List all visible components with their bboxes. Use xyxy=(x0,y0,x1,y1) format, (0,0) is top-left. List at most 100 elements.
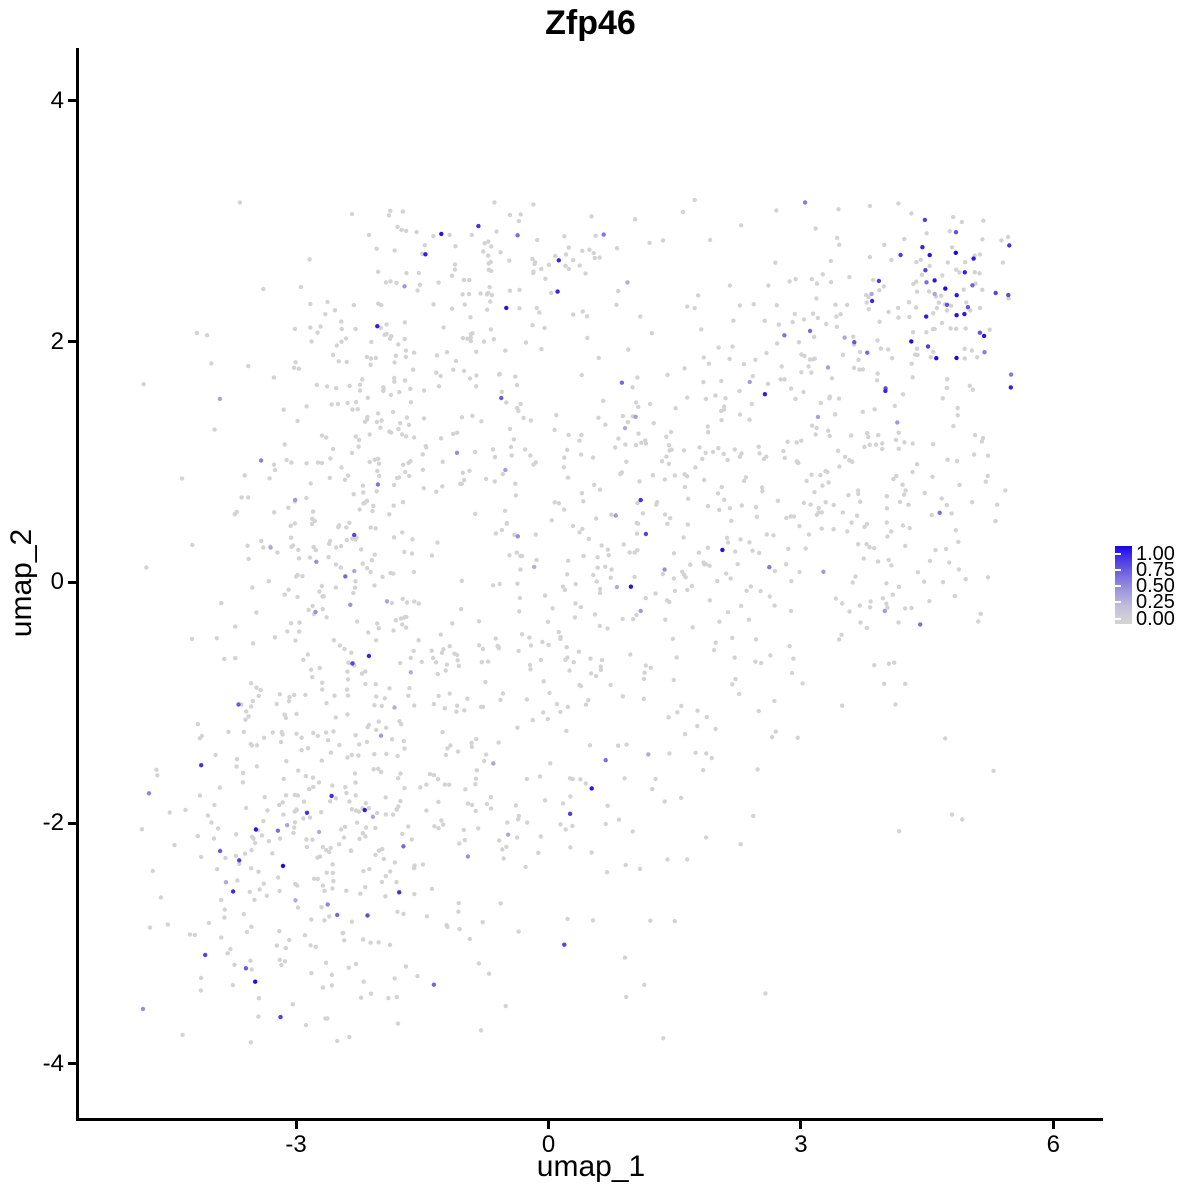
cell-point xyxy=(703,450,708,455)
cell-point xyxy=(715,491,721,496)
cell-point xyxy=(455,658,460,663)
cell-point xyxy=(667,515,673,521)
cell-point xyxy=(956,539,961,545)
cell-point xyxy=(331,729,336,734)
cell-point xyxy=(643,663,648,668)
cell-point xyxy=(412,863,417,868)
cell-point xyxy=(497,371,502,377)
cell-point xyxy=(614,302,619,307)
cell-point xyxy=(954,267,959,272)
cell-point xyxy=(140,1006,146,1012)
cell-point xyxy=(387,686,392,691)
cell-point xyxy=(621,542,626,547)
cell-point xyxy=(944,308,950,313)
cell-point xyxy=(450,431,456,437)
cell-point xyxy=(662,567,667,572)
cell-point xyxy=(849,520,854,525)
x-tick-mark xyxy=(547,1121,550,1129)
cell-point xyxy=(642,982,647,987)
cell-point xyxy=(953,528,958,533)
cell-point xyxy=(536,850,541,855)
cell-point xyxy=(469,744,474,749)
cell-point xyxy=(912,352,918,357)
cell-point xyxy=(707,563,712,568)
cell-point xyxy=(275,828,281,833)
cell-point xyxy=(277,836,283,841)
cell-point xyxy=(700,456,705,462)
cell-point xyxy=(497,838,502,843)
cell-point xyxy=(577,530,582,535)
cell-point xyxy=(527,662,533,668)
cell-point xyxy=(241,729,246,735)
cell-point xyxy=(927,598,932,604)
cell-point xyxy=(410,537,415,542)
cell-point xyxy=(352,532,357,538)
cell-point xyxy=(492,200,497,205)
cell-point xyxy=(556,629,561,635)
cell-point xyxy=(422,243,427,248)
cell-point xyxy=(719,417,724,423)
cell-point xyxy=(609,567,614,572)
cell-point xyxy=(341,930,346,936)
x-tick-label: 0 xyxy=(541,1131,556,1158)
cell-point xyxy=(433,660,439,665)
cell-point xyxy=(620,694,626,699)
cell-point xyxy=(286,505,291,510)
cell-point xyxy=(977,305,983,311)
cell-point xyxy=(782,333,787,338)
cell-point xyxy=(903,543,908,549)
cell-point xyxy=(346,660,351,665)
cell-point xyxy=(889,257,894,263)
legend-label: 0.00 xyxy=(1136,607,1175,630)
cell-point xyxy=(324,435,329,440)
cell-point xyxy=(861,556,866,561)
cell-point xyxy=(296,768,301,773)
cell-point xyxy=(342,938,347,943)
cell-point xyxy=(232,512,237,517)
cell-point xyxy=(399,432,405,437)
cell-point xyxy=(889,529,894,534)
legend-gradient-bar xyxy=(1115,546,1132,624)
cell-point xyxy=(614,584,620,590)
cell-point xyxy=(911,281,916,287)
cell-point xyxy=(290,1002,295,1007)
cell-point xyxy=(896,584,902,590)
cell-point xyxy=(415,973,420,979)
cell-point xyxy=(520,553,525,559)
cell-point xyxy=(382,696,387,701)
cell-point xyxy=(814,281,820,286)
cell-point xyxy=(727,356,732,362)
cell-point xyxy=(195,833,200,839)
y-tick-mark xyxy=(68,340,76,344)
cell-point xyxy=(402,785,407,791)
cell-point xyxy=(793,396,798,402)
cell-point xyxy=(961,287,966,292)
cell-point xyxy=(681,535,686,540)
cell-point xyxy=(369,558,375,563)
cell-point xyxy=(246,363,251,369)
cell-point xyxy=(265,808,270,813)
cell-point xyxy=(945,457,950,462)
cell-point xyxy=(343,336,349,341)
cell-point xyxy=(737,303,742,308)
cell-point xyxy=(948,303,954,308)
cell-point xyxy=(977,271,982,276)
cell-point xyxy=(455,749,461,754)
cell-point xyxy=(243,966,249,971)
cell-point xyxy=(513,481,518,486)
cell-point xyxy=(554,701,560,707)
cell-point xyxy=(856,357,861,362)
cell-point xyxy=(853,574,858,579)
cell-point xyxy=(818,400,824,406)
cell-point xyxy=(211,836,217,841)
cell-point xyxy=(926,289,932,294)
cell-point xyxy=(919,272,925,277)
cell-point xyxy=(596,355,601,361)
cell-point xyxy=(448,743,453,748)
cell-point xyxy=(844,302,850,308)
cell-point xyxy=(787,279,792,284)
cell-point xyxy=(892,660,897,665)
cell-point xyxy=(616,743,621,748)
cell-point xyxy=(254,685,259,690)
cell-point xyxy=(890,592,895,597)
